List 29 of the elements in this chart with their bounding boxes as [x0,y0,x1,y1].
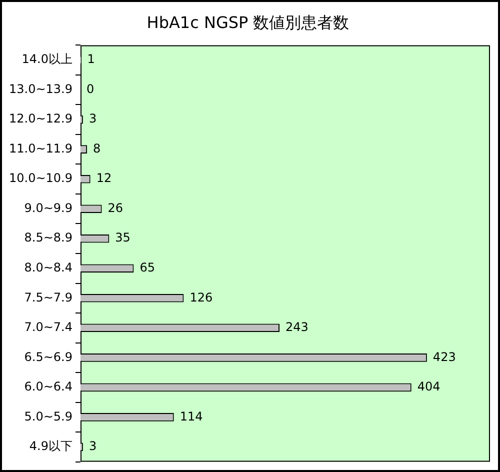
y-tick-label: 10.0~10.9 [8,171,72,186]
y-tick-label: 8.0~8.4 [24,260,72,275]
y-tick-label: 7.5~7.9 [24,290,72,304]
y-tick-label: 14.0以上 [22,52,72,66]
y-tick-label: 13.0~13.9 [8,82,72,96]
data-label: 126 [190,290,213,304]
data-label: 35 [115,230,130,245]
data-label: 12 [96,171,112,186]
y-tick-label: 11.0~11.9 [8,141,72,156]
data-label: 114 [180,409,203,424]
data-label: 3 [88,112,97,126]
y-tick-label: 6.0~6.4 [24,380,72,394]
data-label: 1 [87,52,95,66]
data-label: 3 [88,439,97,454]
data-label: 243 [286,320,308,334]
data-label: 404 [417,380,440,394]
y-tick-label: 6.5~6.9 [24,350,72,364]
y-tick-label: 12.0~12.9 [8,112,72,126]
y-tick-label: 9.0~9.9 [24,200,72,215]
data-label: 0 [86,82,94,96]
data-label: 8 [93,141,101,156]
data-label: 423 [432,350,456,364]
chart-title: HbA1c NGSP 数値別患者数 [146,12,350,32]
y-tick-label: 5.0~5.9 [24,409,72,424]
data-label: 65 [140,260,156,275]
y-tick-label: 4.9以下 [29,439,72,454]
data-label: 26 [108,200,124,215]
y-tick-label: 7.0~7.4 [24,320,72,334]
y-tick-label: 8.5~8.9 [24,230,72,245]
